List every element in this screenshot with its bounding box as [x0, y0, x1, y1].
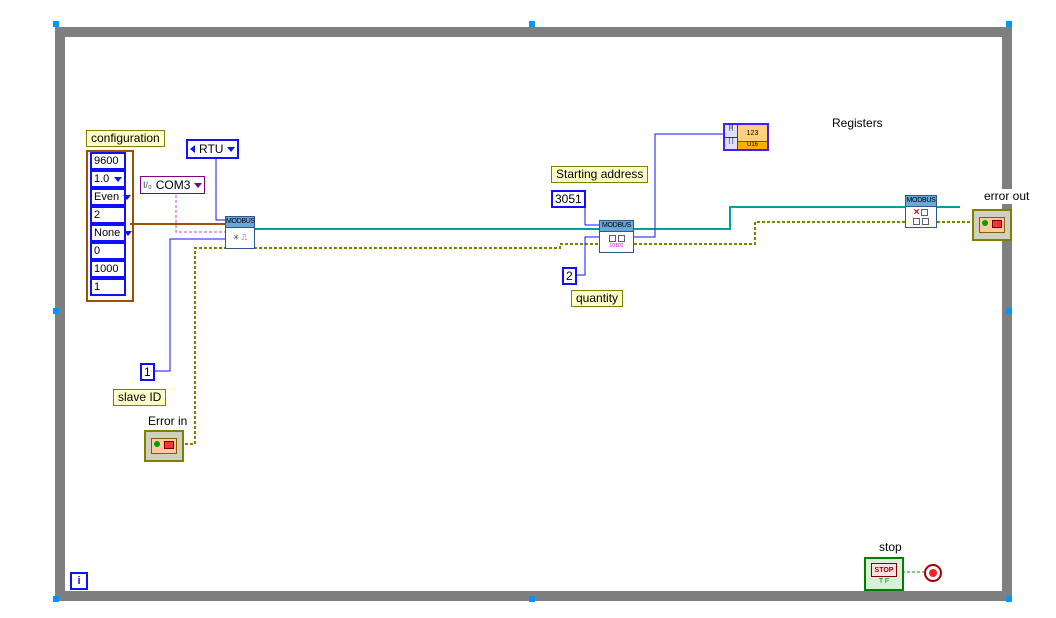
label-starting-address: Starting address [551, 166, 648, 183]
wire-blue [577, 237, 599, 275]
configuration-cluster-items: 9600 1.0 Even 2 None 0 1000 1 [90, 152, 126, 296]
config-field-6[interactable]: 1000 [90, 260, 126, 278]
chevron-down-icon [227, 147, 235, 152]
config-field-value: 1.0 [94, 173, 109, 185]
error-in-terminal[interactable] [144, 430, 184, 462]
rtu-selector[interactable]: RTU [186, 139, 239, 159]
config-field-7[interactable]: 1 [90, 278, 126, 296]
node-body: ✳ ⎍ [225, 228, 255, 249]
error-cluster-icon [979, 217, 1005, 233]
selection-handle[interactable] [53, 21, 59, 27]
label-slave-id: slave ID [113, 389, 166, 406]
config-field-1[interactable]: 1.0 [90, 170, 126, 188]
label-configuration: configuration [86, 130, 165, 147]
stop-icon: STOP [871, 563, 897, 577]
config-field-5[interactable]: 0 [90, 242, 126, 260]
config-field-value: Even [94, 191, 119, 203]
label-registers: Registers [828, 116, 887, 131]
selection-handle[interactable] [53, 308, 59, 314]
config-field-value: 9600 [94, 155, 118, 167]
error-out-terminal[interactable] [972, 209, 1012, 241]
selection-handle[interactable] [1006, 21, 1012, 27]
selection-handle[interactable] [53, 596, 59, 602]
config-field-value: 2 [94, 209, 100, 221]
wire-blue [155, 239, 225, 371]
selection-handle[interactable] [1006, 596, 1012, 602]
chevron-down-icon [124, 231, 132, 236]
error-cluster-icon [151, 438, 177, 454]
slave-id-constant[interactable]: 1 [140, 363, 155, 381]
wire-blue [634, 134, 723, 237]
wire-layer [0, 0, 1056, 618]
modbus-read-node[interactable]: MODBUS 10101 [599, 220, 634, 253]
chevron-left-icon [190, 145, 195, 153]
config-field-0[interactable]: 9600 [90, 152, 126, 170]
modbus-init-node[interactable]: MODBUS ✳ ⎍ [225, 216, 255, 249]
chevron-down-icon [194, 183, 202, 188]
starting-address-constant[interactable]: 3051 [551, 190, 586, 208]
config-field-value: 1000 [94, 263, 118, 275]
stop-button-terminal[interactable]: STOP T F [864, 557, 904, 591]
label-error-out: error out [980, 189, 1033, 204]
node-header: MODBUS [599, 220, 634, 232]
com-port-selector[interactable]: I/₀ COM3 [140, 176, 205, 194]
rtu-value: RTU [199, 142, 223, 156]
boolean-tf-icon: T F [879, 578, 889, 585]
selection-handle[interactable] [529, 596, 535, 602]
config-field-value: 0 [94, 245, 100, 257]
config-field-3[interactable]: 2 [90, 206, 126, 224]
node-body: 10101 [599, 232, 634, 253]
selection-handle[interactable] [529, 21, 535, 27]
label-quantity: quantity [571, 290, 623, 307]
config-field-value: None [94, 227, 120, 239]
node-header: MODBUS [225, 216, 255, 228]
label-error-in: Error in [144, 414, 191, 429]
config-field-2[interactable]: Even [90, 188, 126, 206]
chevron-down-icon [114, 177, 122, 182]
config-field-value: 1 [94, 281, 100, 293]
loop-condition-terminal[interactable] [924, 564, 942, 582]
registers-indicator[interactable]: [i][ ] 123U16 [723, 123, 769, 151]
node-body: × [905, 207, 937, 228]
label-stop: stop [875, 540, 906, 555]
chevron-down-icon [123, 195, 131, 200]
wire-olive [634, 222, 905, 244]
wire-olive [180, 244, 599, 444]
com-port-value: COM3 [156, 178, 191, 192]
visa-resource-icon: I/₀ [143, 180, 152, 190]
modbus-close-node[interactable]: MODBUS × [905, 195, 937, 228]
quantity-constant[interactable]: 2 [562, 267, 577, 285]
node-header: MODBUS [905, 195, 937, 207]
iteration-terminal: i [70, 572, 88, 590]
selection-handle[interactable] [1006, 308, 1012, 314]
config-field-4[interactable]: None [90, 224, 126, 242]
wire-teal [634, 207, 905, 229]
